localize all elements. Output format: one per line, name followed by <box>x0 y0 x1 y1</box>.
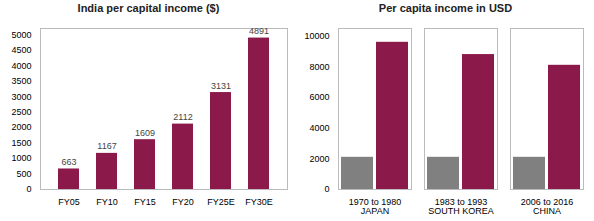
svg-text:4500: 4500 <box>11 45 31 55</box>
svg-text:4000: 4000 <box>11 61 31 71</box>
svg-text:2000: 2000 <box>309 154 329 164</box>
svg-text:2500: 2500 <box>11 107 31 117</box>
svg-text:3000: 3000 <box>11 91 31 101</box>
svg-text:2112: 2112 <box>173 112 192 122</box>
svg-text:663: 663 <box>61 157 76 167</box>
svg-text:0: 0 <box>324 184 329 194</box>
svg-text:4891: 4891 <box>249 26 269 36</box>
svg-text:10000: 10000 <box>304 31 329 41</box>
svg-text:FY25E: FY25E <box>207 197 235 207</box>
html-text:Per capita income in USD: Per capita income in USD <box>378 2 513 14</box>
svg-text:8000: 8000 <box>309 62 329 72</box>
svg-text:FY10: FY10 <box>96 197 118 207</box>
svg-text:3131: 3131 <box>211 81 231 91</box>
svg-text:6000: 6000 <box>309 92 329 102</box>
svg-text:1609: 1609 <box>135 128 155 138</box>
svg-text:1000: 1000 <box>11 153 31 163</box>
svg-text:FY15: FY15 <box>134 197 156 207</box>
svg-text:1983 to 1993SOUTH KOREA: 1983 to 1993SOUTH KOREA <box>428 197 494 216</box>
svg-text:5000: 5000 <box>11 30 31 40</box>
svg-text:1500: 1500 <box>11 138 31 148</box>
svg-text:1167: 1167 <box>97 141 116 151</box>
svg-text:3500: 3500 <box>11 76 31 86</box>
svg-text:500: 500 <box>16 169 31 179</box>
svg-text:2000: 2000 <box>11 122 31 132</box>
svg-text:4000: 4000 <box>309 123 329 133</box>
html-text:India per capital income ($): India per capital income ($) <box>77 2 220 14</box>
svg-text:1970 to 1980JAPAN: 1970 to 1980JAPAN <box>349 197 402 216</box>
svg-text:2006 to 2016CHINA: 2006 to 2016CHINA <box>521 197 574 216</box>
svg-text:FY30E: FY30E <box>245 197 273 207</box>
svg-text:0: 0 <box>26 184 31 194</box>
svg-text:FY05: FY05 <box>58 197 80 207</box>
svg-text:FY20: FY20 <box>172 197 194 207</box>
